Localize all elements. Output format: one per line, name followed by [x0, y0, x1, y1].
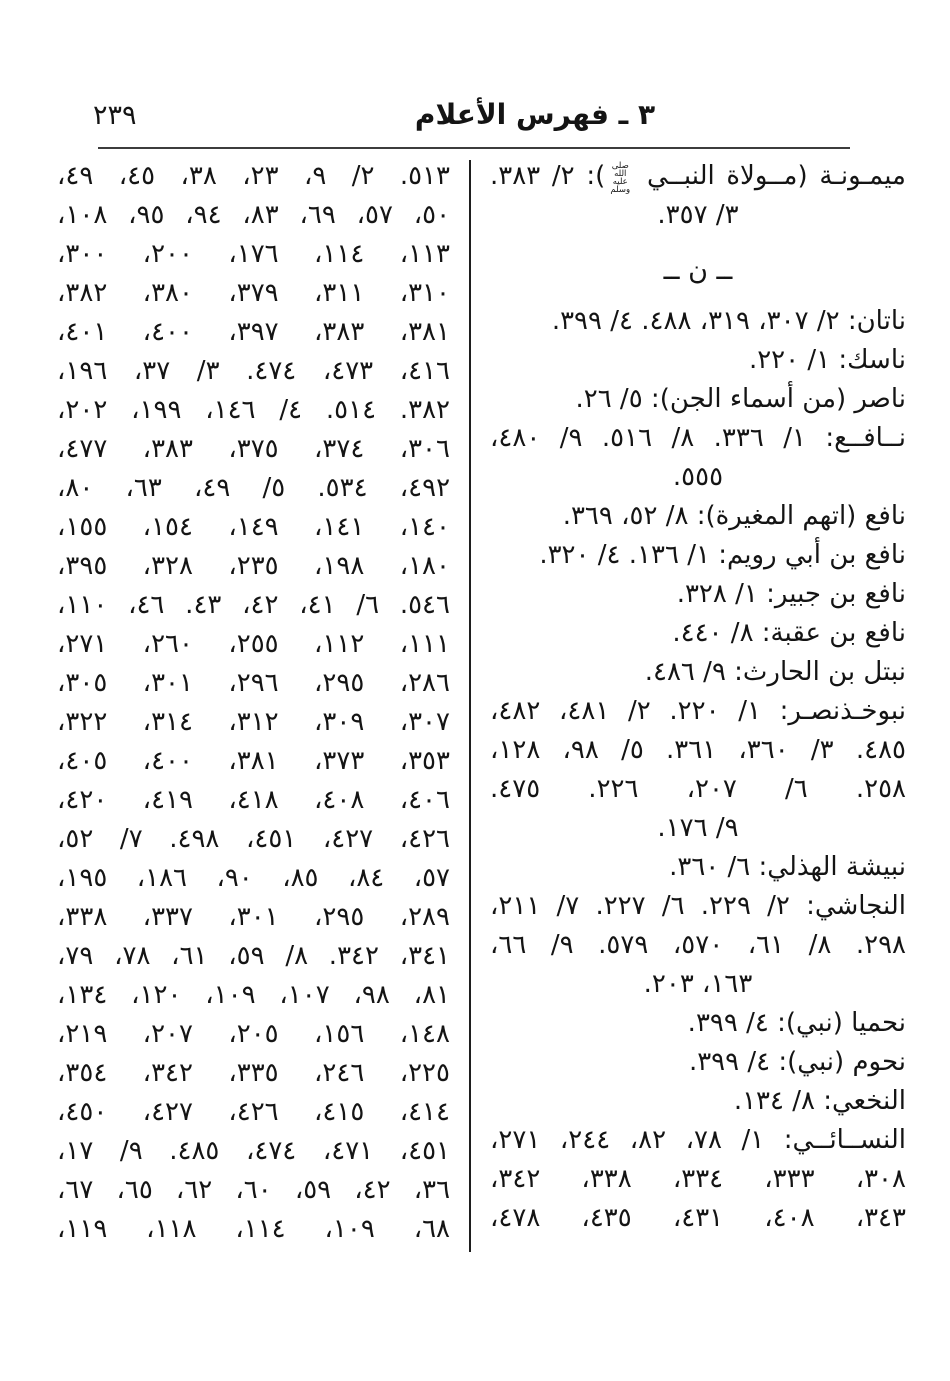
index-line: ٢٨٦، ٢٩٥، ٢٩٦، ٣٠١، ٣٠٥،	[57, 668, 450, 698]
index-line: نحوم (نبي): ٤/ ٣٩٩.	[688, 1047, 906, 1077]
header-rule	[98, 147, 850, 149]
index-line: ٥٥٥.	[672, 462, 724, 492]
index-entry: النســائــي: ١/ ٧٨، ٨٢، ٢٤٤، ٢٧١، ٣٠٨، ٣٣…	[490, 1121, 906, 1238]
index-line: ٤٩٢، ٥٣٤. ٥/ ٤٩، ٦٣، ٨٠،	[57, 473, 451, 503]
index-entry: نبوخـذنصـر: ١/ ٢٢٠. ٢/ ٤٨١، ٤٨٢، ٤٨٥. ٣/ …	[490, 692, 906, 848]
index-entry: نافع (اتهم المغيرة): ٨/ ٥٢، ٣٦٩.	[490, 497, 906, 536]
index-entry: نــافــع: ١/ ٣٣٦. ٨/ ٥١٦. ٩/ ٤٨٠، ٥٥٥.	[490, 419, 906, 497]
index-line: ٣٠٧، ٣٠٩، ٣١٢، ٣١٤، ٣٢٢،	[57, 707, 450, 737]
index-line: ناسك: ١/ ٢٢٠.	[748, 345, 906, 375]
index-line: ميمـونـة (مــولاة النبــي صلى الله عليه …	[490, 161, 906, 195]
index-line: نحميا (نبي): ٤/ ٣٩٩.	[687, 1008, 906, 1038]
index-line: ٢٥٨. ٦/ ٢٠٧، ٢٢٦. ٤٧٥.	[490, 774, 907, 804]
index-line: ١٤٨، ١٥٦، ٢٠٥، ٢٠٧، ٢١٩،	[57, 1019, 450, 1049]
index-line: ١١٣، ١١٤، ١٧٦، ٢٠٠، ٣٠٠،	[57, 239, 450, 269]
index-line: ٥٠، ٥٧، ٦٩، ٨٣، ٩٤، ٩٥، ١٠٨،	[57, 200, 451, 230]
index-entry: ميمـونـة (مــولاة النبــي صلى الله عليه …	[490, 157, 906, 235]
index-line: ٥٤٦. ٦/ ٤١، ٤٢، ٤٣. ٤٦، ١١٠،	[57, 590, 450, 620]
index-line: ٤٢٦، ٤٢٧، ٤٥١، ٤٩٨. ٧/ ٥٢،	[57, 824, 451, 854]
index-line: ٤١٤، ٤١٥، ٤٢٦، ٤٢٧، ٤٥٠،	[57, 1097, 450, 1127]
index-line: ٣٠٨، ٣٣٣، ٣٣٤، ٣٣٨، ٣٤٢،	[490, 1164, 906, 1194]
index-entry: النخعي: ٨/ ١٣٤.	[490, 1082, 906, 1121]
index-line: نافع بن أبي رويم: ١/ ١٣٦. ٤/ ٣٢٠.	[539, 540, 906, 570]
index-entry: النجاشي: ٢/ ٢٢٩. ٦/ ٢٢٧. ٧/ ٢١١، ٢٩٨. ٨/ …	[490, 887, 906, 1004]
index-line: النجاشي: ٢/ ٢٢٩. ٦/ ٢٢٧. ٧/ ٢١١،	[490, 891, 906, 921]
index-line: ٦٨، ١٠٩، ١١٤، ١١٨، ١١٩،	[57, 1214, 451, 1244]
index-line: نبيشة الهذلي: ٦/ ٣٦٠.	[669, 852, 906, 882]
index-line: نبوخـذنصـر: ١/ ٢٢٠. ٢/ ٤٨١، ٤٨٢،	[490, 696, 907, 726]
index-line: ٤٥١، ٤٧١، ٤٧٤، ٤٨٥. ٩/ ١٧،	[57, 1136, 451, 1166]
index-column-first: ميمـونـة (مــولاة النبــي صلى الله عليه …	[490, 157, 906, 1238]
section-letter-heading: ــ ن ــ	[663, 255, 733, 286]
index-line: ١٤٠، ١٤١، ١٤٩، ١٥٤، ١٥٥،	[57, 512, 450, 542]
index-entry: ناتان: ٢/ ٣٠٧، ٣١٩، ٤٨٨. ٤/ ٣٩٩.	[490, 302, 906, 341]
index-line: نافع بن جبير: ١/ ٣٢٨.	[676, 579, 906, 609]
index-line: ٥١٣. ٢/ ٩، ٢٣، ٣٨، ٤٥، ٤٩،	[57, 161, 451, 191]
index-line: نــافــع: ١/ ٣٣٦. ٨/ ٥١٦. ٩/ ٤٨٠،	[490, 423, 907, 453]
index-line: ٣٤٣، ٤٠٨، ٤٣١، ٤٣٥، ٤٧٨،	[490, 1203, 906, 1233]
index-line: ٣/ ٣٥٧.	[657, 200, 739, 230]
index-content: ميمـونـة (مــولاة النبــي صلى الله عليه …	[56, 157, 906, 1252]
index-line: النســائــي: ١/ ٧٨، ٨٢، ٢٤٤، ٢٧١،	[490, 1125, 907, 1155]
index-line: ناصر (من أسماء الجن): ٥/ ٢٦.	[575, 384, 906, 414]
index-entry: نبيشة الهذلي: ٦/ ٣٦٠.	[490, 848, 906, 887]
index-entry: نافع بن جبير: ١/ ٣٢٨.	[490, 575, 906, 614]
index-line: ٣٨١، ٣٨٣، ٣٩٧، ٤٠٠، ٤٠١،	[57, 317, 450, 347]
index-line: نبتل بن الحارث: ٩/ ٤٨٦.	[644, 657, 906, 687]
index-line: ٤٠٦، ٤٠٨، ٤١٨، ٤١٩، ٤٢٠،	[57, 785, 450, 815]
prophet-honorific-mark: صلى الله عليه وسلم	[610, 161, 631, 195]
index-line: ٤٨٥. ٣/ ٣٦٠، ٣٦١. ٥/ ٩٨، ١٢٨،	[490, 735, 907, 765]
index-line: النخعي: ٨/ ١٣٤.	[733, 1086, 906, 1116]
index-line: نافع بن عقبة: ٨/ ٤٤٠.	[672, 618, 906, 648]
index-line: ٢٩٨. ٨/ ٦١، ٥٧٠، ٥٧٩. ٩/ ٦٦،	[490, 930, 907, 960]
index-line: ٤١٦، ٤٧٣، ٤٧٤. ٣/ ٣٧، ١٩٦،	[57, 356, 451, 386]
index-entry: نبتل بن الحارث: ٩/ ٤٨٦.	[490, 653, 906, 692]
index-column-second: ٥١٣. ٢/ ٩، ٢٣، ٣٨، ٤٥، ٤٩، ٥٠، ٥٧، ٦٩، ٨٣…	[57, 157, 450, 1249]
index-line: ناتان: ٢/ ٣٠٧، ٣١٩، ٤٨٨. ٤/ ٣٩٩.	[551, 306, 906, 336]
index-entry: ناسك: ١/ ٢٢٠.	[490, 341, 906, 380]
index-line: ٣٥٣، ٣٧٣، ٣٨١، ٤٠٠، ٤٠٥،	[57, 746, 450, 776]
page-title: ٣ ـ فهرس الأعلام	[414, 98, 656, 131]
index-line: نافع (اتهم المغيرة): ٨/ ٥٢، ٣٦٩.	[562, 501, 906, 531]
index-line: ١١١، ١١٢، ٢٥٥، ٢٦٠، ٢٧١،	[57, 629, 450, 659]
index-line: ٣١٠، ٣١١، ٣٧٩، ٣٨٠، ٣٨٢،	[57, 278, 450, 308]
index-entry: ناصر (من أسماء الجن): ٥/ ٢٦.	[490, 380, 906, 419]
index-line: ٣٤١، ٣٤٢. ٨/ ٥٩، ٦١، ٧٨، ٧٩،	[57, 941, 451, 971]
index-line: ٣٠٦، ٣٧٤، ٣٧٥، ٣٨٣، ٤٧٧،	[57, 434, 450, 464]
index-line: ٩/ ١٧٦.	[657, 813, 739, 843]
index-line: ١٨٠، ١٩٨، ٢٣٥، ٣٢٨، ٣٩٥،	[57, 551, 450, 581]
index-line: ٢٨٩، ٢٩٥، ٣٠١، ٣٣٧، ٣٣٨،	[57, 902, 450, 932]
index-entry: نحوم (نبي): ٤/ ٣٩٩.	[490, 1043, 906, 1082]
index-line: ٢٢٥، ٢٤٦، ٣٣٥، ٣٤٢، ٣٥٤،	[57, 1058, 450, 1088]
index-entry: نحميا (نبي): ٤/ ٣٩٩.	[490, 1004, 906, 1043]
index-line: ٨١، ٩٨، ١٠٧، ١٠٩، ١٢٠، ١٣٤،	[57, 980, 450, 1010]
index-line: ٣٦، ٤٢، ٥٩، ٦٠، ٦٢، ٦٥، ٦٧،	[57, 1175, 451, 1205]
index-entry: نافع بن أبي رويم: ١/ ١٣٦. ٤/ ٣٢٠.	[490, 536, 906, 575]
index-entry: نافع بن عقبة: ٨/ ٤٤٠.	[490, 614, 906, 653]
index-line: ٥٧، ٨٤، ٨٥، ٩٠، ١٨٦، ١٩٥،	[57, 863, 451, 893]
page-number: ٢٣٩	[93, 100, 137, 131]
column-divider	[469, 160, 471, 1252]
index-line: ٣٨٢. ٥١٤. ٤/ ١٤٦، ١٩٩، ٢٠٢،	[57, 395, 451, 425]
index-line: ١٦٣، ٢٠٣.	[643, 969, 753, 999]
